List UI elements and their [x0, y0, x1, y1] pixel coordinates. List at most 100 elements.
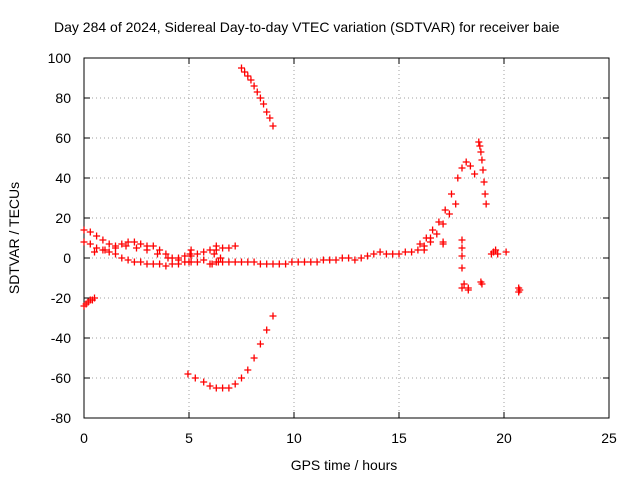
x-tick-label: 0: [80, 430, 88, 446]
data-point: [99, 236, 107, 244]
data-point: [154, 250, 161, 258]
data-point: [225, 258, 233, 266]
series-rise-lower: [420, 200, 460, 254]
data-point: [225, 244, 233, 252]
data-point: [458, 236, 466, 244]
data-point: [326, 256, 334, 264]
data-point: [471, 170, 479, 178]
data-point: [351, 256, 359, 264]
data-point: [80, 226, 88, 234]
data-point: [208, 260, 216, 268]
data-point: [376, 248, 384, 256]
data-points: [80, 64, 524, 392]
data-point: [112, 244, 119, 252]
data-point: [101, 246, 109, 254]
data-point: [433, 230, 441, 238]
tick-labels: 0 5 10 15 20 25 -80 -60 -40 -20 0 20 40 60 80 100: [48, 50, 617, 446]
data-point: [124, 238, 132, 246]
data-point: [219, 384, 227, 392]
data-point: [118, 254, 126, 262]
x-tick-label: 10: [286, 430, 302, 446]
data-point: [187, 246, 195, 254]
data-point: [217, 254, 224, 262]
data-point: [401, 248, 409, 256]
data-point: [200, 378, 208, 386]
data-point: [269, 312, 277, 320]
data-point: [420, 246, 428, 254]
y-tick-label: 0: [63, 250, 71, 266]
data-point: [458, 264, 466, 272]
data-point: [156, 260, 164, 268]
data-point: [448, 190, 455, 198]
data-point: [219, 244, 227, 252]
data-point: [288, 258, 296, 266]
data-point: [238, 258, 245, 266]
data-point: [184, 370, 192, 378]
data-point: [263, 326, 271, 334]
data-point: [439, 240, 447, 248]
plot-frame: [83, 57, 610, 419]
data-point: [475, 138, 483, 146]
series-spike-19h: [475, 138, 490, 208]
series-arc-bottom: [184, 312, 277, 392]
y-tick-label: -60: [51, 370, 71, 386]
data-point: [250, 354, 258, 362]
data-point: [130, 258, 138, 266]
data-point: [476, 142, 484, 150]
data-point: [91, 248, 98, 256]
x-tick-label: 5: [185, 430, 193, 446]
data-point: [164, 254, 172, 262]
data-point: [244, 258, 252, 266]
x-tick-label: 25: [601, 430, 617, 446]
series-isolated: [439, 236, 524, 296]
data-point: [143, 260, 151, 268]
y-tick-label: -40: [51, 330, 71, 346]
data-point: [118, 240, 126, 248]
data-point: [193, 258, 201, 266]
data-point: [294, 258, 302, 266]
data-point: [91, 294, 98, 302]
data-point: [301, 258, 308, 266]
data-point: [263, 260, 271, 268]
data-point: [238, 64, 245, 72]
data-point: [244, 366, 252, 374]
data-point: [231, 242, 239, 250]
data-point: [93, 244, 101, 252]
grid-lines: [84, 58, 609, 418]
data-point: [175, 256, 182, 264]
data-point: [382, 250, 390, 258]
data-point: [124, 256, 132, 264]
data-point: [282, 260, 290, 268]
data-point: [395, 250, 403, 258]
data-point: [319, 256, 327, 264]
data-point: [269, 260, 277, 268]
data-point: [462, 158, 470, 166]
data-point: [253, 88, 261, 96]
y-tick-label: 100: [48, 50, 72, 66]
data-point: [162, 250, 170, 258]
data-point: [193, 250, 201, 258]
data-point: [191, 374, 199, 382]
x-tick-label: 20: [496, 430, 512, 446]
data-point: [231, 380, 239, 388]
data-point: [206, 246, 214, 254]
data-point: [494, 250, 502, 258]
data-point: [269, 122, 277, 130]
x-axis-label: GPS time / hours: [291, 457, 398, 473]
data-point: [206, 382, 214, 390]
data-point: [482, 200, 490, 208]
y-tick-label: 60: [55, 130, 71, 146]
data-point: [137, 258, 145, 266]
y-tick-label: 80: [55, 90, 71, 106]
series-baseline-lower: [80, 234, 434, 270]
data-point: [143, 246, 151, 254]
data-point: [477, 148, 485, 156]
data-point: [105, 240, 113, 248]
data-point: [408, 248, 416, 256]
y-tick-label: 20: [55, 210, 71, 226]
chart-title: Day 284 of 2024, Sidereal Day-to-day VTE…: [54, 19, 560, 35]
data-point: [389, 250, 397, 258]
data-point: [231, 258, 239, 266]
data-point: [149, 242, 157, 250]
